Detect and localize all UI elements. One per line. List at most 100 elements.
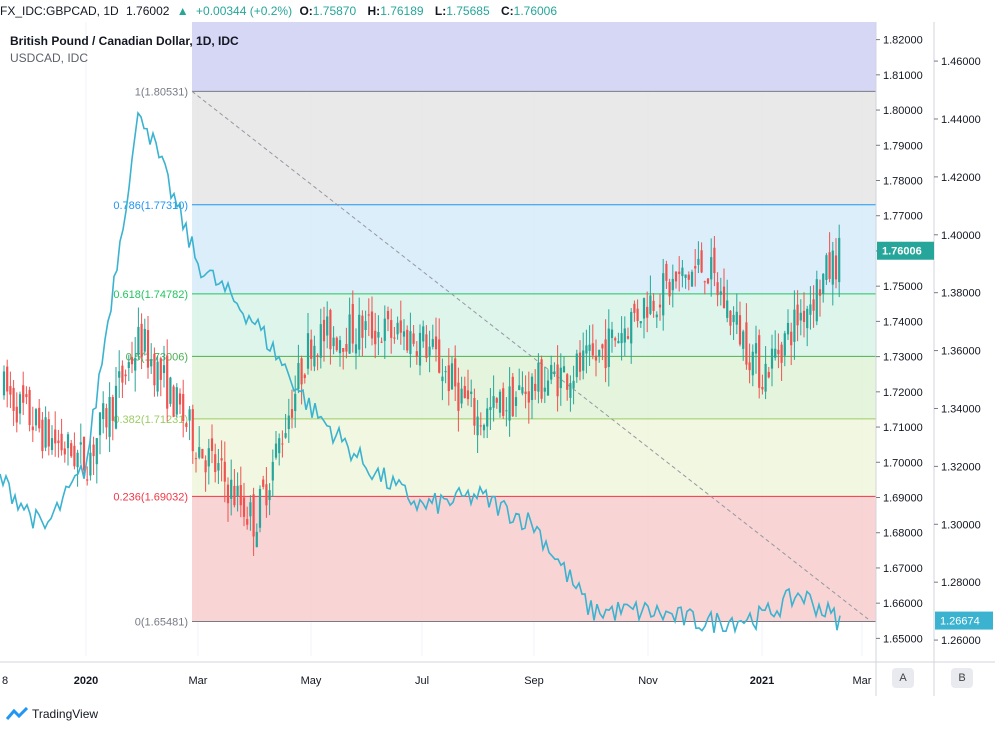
candle-body [476, 416, 479, 436]
candle-body [207, 448, 210, 467]
candle-body [649, 295, 652, 314]
candle-body [732, 314, 735, 323]
candle-body [831, 250, 834, 285]
brand-name: TradingView [32, 707, 99, 721]
candle-body [348, 314, 351, 354]
candle-body [281, 443, 284, 445]
candle-body [610, 329, 614, 339]
candle-body [409, 331, 412, 354]
candle-body [137, 326, 140, 356]
candle-body [217, 463, 220, 471]
candle-body [258, 488, 262, 528]
candle-body [486, 408, 489, 427]
candle-body [786, 322, 790, 335]
candle-body [460, 388, 463, 404]
candle-body [89, 452, 92, 476]
right-tick-7: 1.32000 [941, 461, 981, 473]
candle-body [543, 387, 546, 392]
candle-body [108, 397, 111, 437]
candle-body [345, 344, 348, 352]
candle-body [569, 383, 572, 398]
candle-body [566, 374, 569, 390]
candle-body [578, 352, 582, 372]
right-tick-10: 1.26000 [941, 635, 981, 647]
candle-body [268, 490, 271, 501]
candle-body [66, 434, 70, 449]
candle-body [818, 289, 822, 296]
right-tick-8: 1.30000 [941, 519, 981, 531]
candle-body [559, 367, 562, 389]
candle-body [396, 322, 399, 335]
fib-band-0 [192, 91, 876, 205]
left-tick-1: 1.81000 [883, 70, 923, 82]
candle-body [438, 339, 441, 373]
time-tick-4: Sep [524, 675, 544, 687]
candle-body [614, 338, 617, 341]
candle-body [697, 258, 700, 265]
candle-body [262, 479, 265, 487]
right-scale-button[interactable]: B [951, 668, 973, 688]
candle-body [214, 454, 217, 472]
candle-body [588, 344, 591, 351]
candle-body [575, 353, 578, 378]
candle-body [642, 298, 646, 319]
auto-scale-button[interactable]: A [892, 668, 914, 688]
candle-body [377, 332, 380, 338]
candle-body [796, 304, 799, 326]
candle-body [12, 387, 15, 411]
candle-body [6, 366, 9, 392]
candle-body [383, 318, 386, 341]
right-tick-0: 1.46000 [941, 56, 981, 68]
candle-body [390, 320, 393, 338]
candle-body [722, 286, 726, 309]
candle-body [402, 331, 406, 337]
candle-body [492, 396, 495, 408]
fib-label-6: 0(1.65481) [135, 616, 188, 628]
candle-body [310, 339, 313, 359]
candle-body [617, 340, 620, 344]
candle-body [297, 362, 300, 390]
left-tick-8: 1.74000 [883, 316, 923, 328]
candle-body [636, 308, 639, 321]
candle-body [585, 345, 588, 354]
candle-body [105, 408, 108, 428]
candle-body [726, 300, 729, 318]
candle-body [294, 393, 297, 412]
candle-body [828, 252, 831, 279]
candle-body [290, 409, 294, 418]
candle-body [236, 485, 239, 497]
candle-body [326, 316, 329, 336]
candle-body [188, 409, 191, 421]
candle-body [655, 314, 658, 318]
candle-body [639, 321, 642, 324]
symbol-name[interactable]: FX_IDC:GBPCAD, 1D [0, 4, 119, 18]
candle-body [482, 425, 486, 431]
chart-title: British Pound / Canadian Dollar, 1D, IDC [10, 34, 239, 48]
last-price: 1.76002 [126, 4, 170, 18]
candle-body [518, 385, 521, 391]
candle-body [242, 497, 246, 517]
time-tick-2: May [301, 675, 322, 687]
candle-body [812, 299, 815, 311]
candle-body [674, 271, 678, 282]
candle-body [498, 391, 502, 413]
candle-body [393, 337, 396, 339]
candle-body [255, 531, 258, 548]
left-tick-15: 1.67000 [883, 563, 923, 575]
candle-body [783, 333, 786, 356]
tradingview-logo[interactable]: TradingView [6, 702, 98, 726]
candle-body [406, 329, 409, 351]
candle-body [780, 344, 783, 363]
candle-body [537, 362, 540, 392]
price-chart[interactable]: 1(1.80531) 0.786(1.77310) 0.618(1.74782) 0.… [0, 0, 995, 700]
candle-body [34, 409, 38, 426]
usdcad-line [0, 110, 841, 635]
candle-body [316, 355, 319, 358]
candle-body [758, 335, 761, 388]
candle-body [738, 315, 742, 345]
ohlc-low: L:1.75685 [434, 4, 490, 18]
candle-body [9, 386, 12, 395]
candle-body [790, 331, 793, 346]
fib-label-4: 0.382(1.71231) [113, 414, 188, 426]
candle-body [191, 409, 194, 452]
